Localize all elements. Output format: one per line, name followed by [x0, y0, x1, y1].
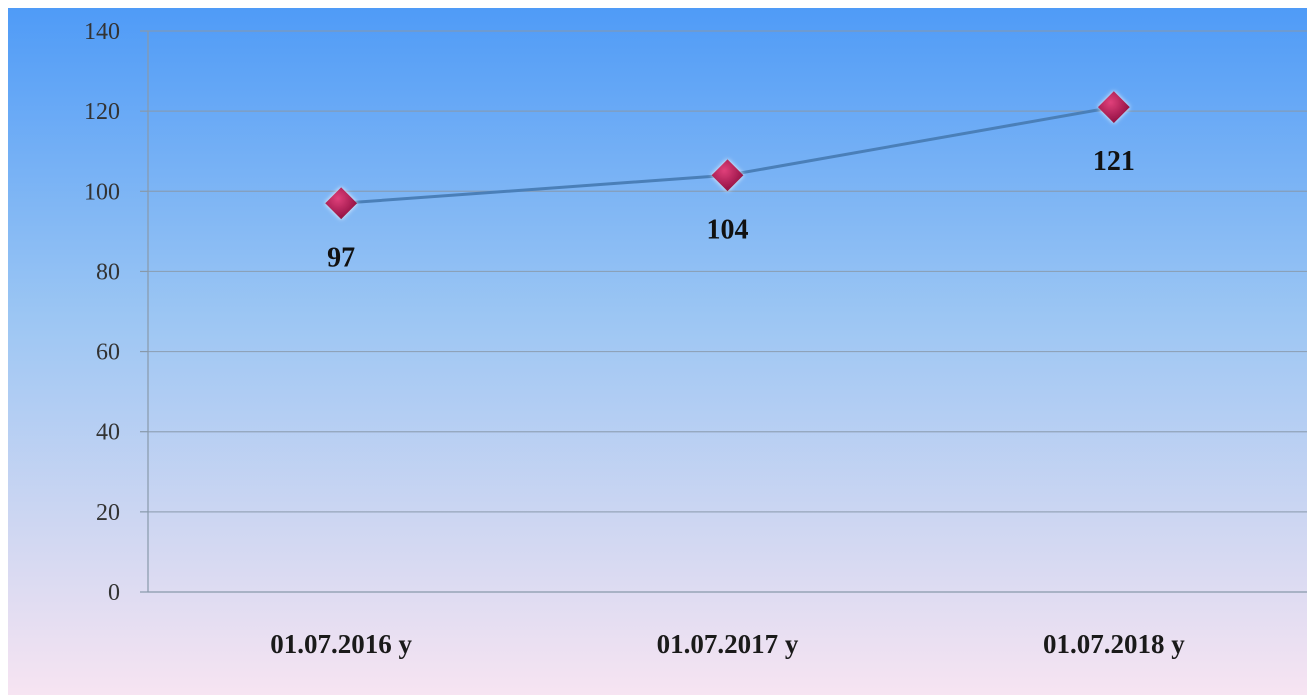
y-tick-label: 80: [96, 259, 120, 285]
y-tick-label: 20: [96, 500, 120, 526]
axes: [140, 30, 1307, 593]
data-point-marker: [1097, 91, 1130, 124]
y-tick-label: 0: [108, 580, 120, 606]
x-tick-label: 01.07.2016 y: [270, 629, 412, 659]
y-tick-label: 120: [84, 99, 120, 125]
y-tick-label: 40: [96, 420, 120, 446]
data-label: 121: [1093, 146, 1135, 177]
x-tick-label: 01.07.2018 y: [1043, 629, 1185, 659]
y-tick-label: 140: [84, 19, 120, 45]
data-labels: 97 104 121: [327, 146, 1135, 273]
x-tick-label: 01.07.2017 y: [657, 629, 799, 659]
data-label: 104: [707, 214, 749, 245]
y-axis-tick-labels: 0 20 40 60 80 100 120 140: [84, 19, 120, 606]
x-axis-tick-labels: 01.07.2016 y 01.07.2017 y 01.07.2018 y: [270, 629, 1185, 659]
data-point-marker: [711, 159, 744, 192]
data-point-marker: [325, 187, 358, 220]
data-series: [325, 91, 1130, 220]
data-label: 97: [327, 242, 355, 273]
y-tick-label: 100: [84, 179, 120, 205]
y-tick-label: 60: [96, 340, 120, 366]
